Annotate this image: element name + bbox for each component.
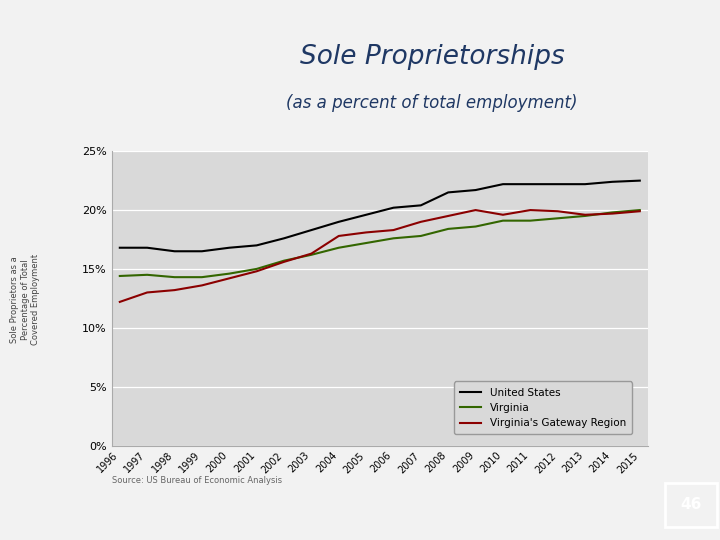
Virginia's Gateway Region (225, 275, 233, 281)
Virginia (526, 218, 535, 224)
Virginia's Gateway Region (390, 227, 398, 233)
Text: (as a percent of total employment): (as a percent of total employment) (287, 93, 577, 112)
Virginia (499, 218, 508, 224)
United States (390, 205, 398, 211)
Text: Sole Proprietors as a
Percentage of Total
Covered Employment: Sole Proprietors as a Percentage of Tota… (10, 254, 40, 345)
Line: Virginia: Virginia (120, 210, 640, 277)
United States (143, 245, 151, 251)
United States (608, 179, 617, 185)
Virginia's Gateway Region (472, 207, 480, 213)
United States (252, 242, 261, 248)
Virginia (334, 245, 343, 251)
Virginia (252, 266, 261, 272)
Virginia's Gateway Region (115, 299, 124, 305)
United States (554, 181, 562, 187)
Virginia's Gateway Region (581, 212, 590, 218)
Virginia's Gateway Region (307, 251, 315, 257)
Text: Sole Proprietorships: Sole Proprietorships (300, 44, 564, 70)
Virginia (417, 233, 426, 239)
United States (197, 248, 206, 254)
Text: Source: US Bureau of Economic Analysis: Source: US Bureau of Economic Analysis (112, 476, 282, 485)
Virginia's Gateway Region (252, 268, 261, 274)
United States (307, 227, 315, 233)
Line: Virginia's Gateway Region: Virginia's Gateway Region (120, 210, 640, 302)
Virginia (444, 226, 453, 232)
Virginia (581, 213, 590, 219)
Virginia's Gateway Region (636, 208, 644, 214)
United States (581, 181, 590, 187)
United States (526, 181, 535, 187)
Virginia (143, 272, 151, 278)
Virginia's Gateway Region (143, 289, 151, 296)
Text: 46: 46 (680, 497, 702, 512)
Virginia's Gateway Region (554, 208, 562, 214)
Virginia (472, 224, 480, 230)
Virginia (636, 207, 644, 213)
Virginia's Gateway Region (444, 213, 453, 219)
Virginia (554, 215, 562, 221)
United States (636, 177, 644, 184)
Virginia (608, 209, 617, 215)
Virginia (307, 252, 315, 258)
Virginia (390, 235, 398, 241)
Virginia's Gateway Region (361, 229, 370, 235)
Line: United States: United States (120, 180, 640, 251)
Virginia's Gateway Region (197, 282, 206, 289)
Virginia's Gateway Region (526, 207, 535, 213)
Virginia's Gateway Region (170, 287, 179, 293)
United States (472, 187, 480, 193)
Virginia (361, 240, 370, 246)
Virginia (170, 274, 179, 280)
Virginia (279, 258, 288, 264)
United States (361, 212, 370, 218)
Virginia's Gateway Region (279, 259, 288, 265)
Virginia's Gateway Region (608, 211, 617, 217)
Legend: United States, Virginia, Virginia's Gateway Region: United States, Virginia, Virginia's Gate… (454, 381, 632, 434)
United States (499, 181, 508, 187)
United States (417, 202, 426, 208)
Virginia's Gateway Region (334, 233, 343, 239)
United States (279, 235, 288, 241)
United States (444, 189, 453, 195)
Virginia (225, 271, 233, 277)
United States (115, 245, 124, 251)
Virginia's Gateway Region (499, 212, 508, 218)
Virginia (197, 274, 206, 280)
Virginia's Gateway Region (417, 219, 426, 225)
United States (334, 219, 343, 225)
Virginia (115, 273, 124, 279)
United States (225, 245, 233, 251)
United States (170, 248, 179, 254)
